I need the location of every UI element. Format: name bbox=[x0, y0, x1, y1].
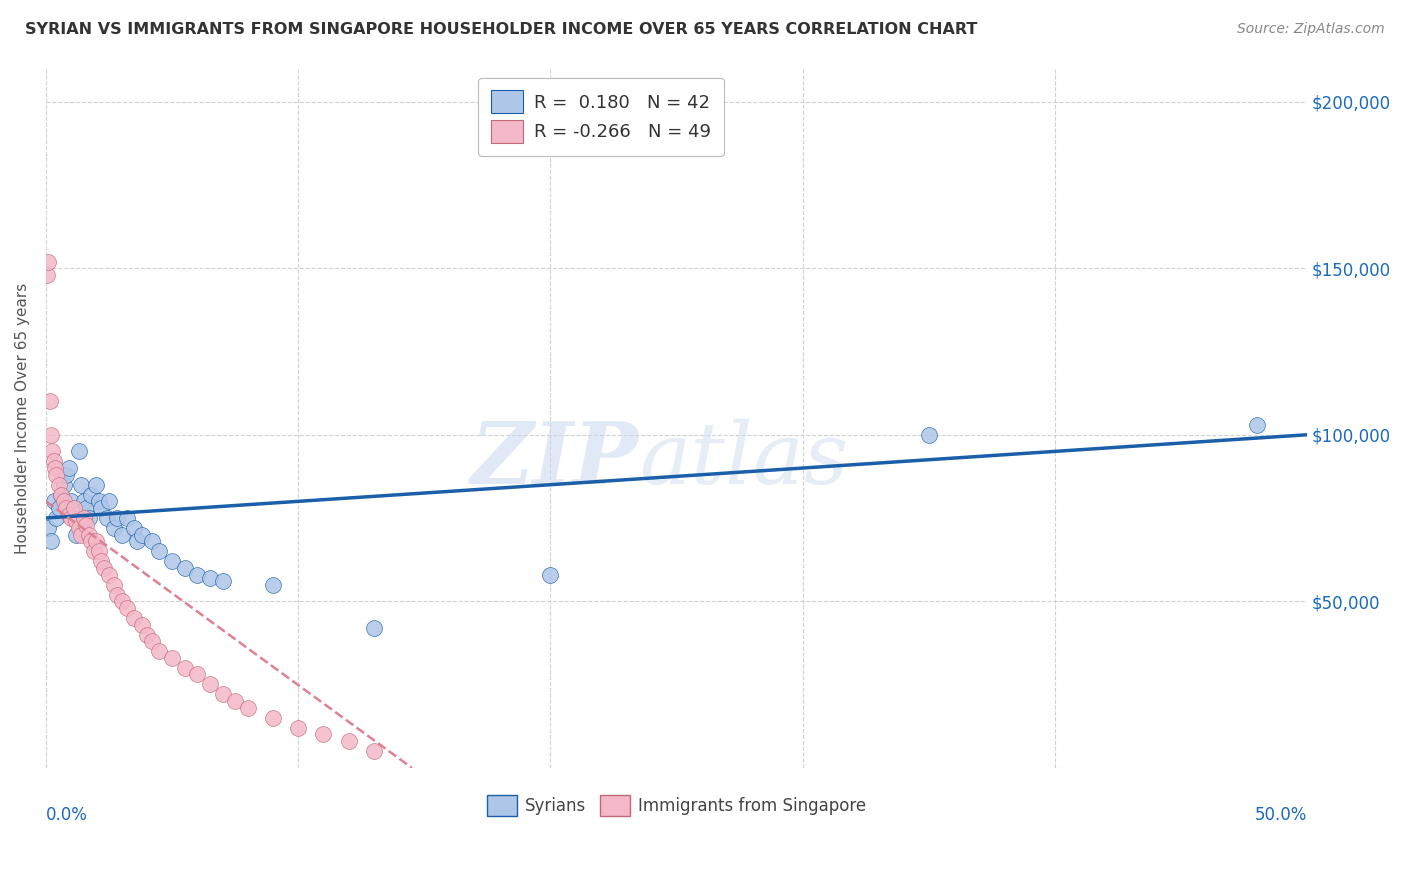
Point bbox=[103, 521, 125, 535]
Point bbox=[115, 600, 138, 615]
Point bbox=[98, 567, 121, 582]
Text: 0.0%: 0.0% bbox=[46, 806, 87, 824]
Point bbox=[173, 661, 195, 675]
Point bbox=[90, 554, 112, 568]
Point bbox=[135, 627, 157, 641]
Point bbox=[173, 561, 195, 575]
Point bbox=[103, 577, 125, 591]
Text: Source: ZipAtlas.com: Source: ZipAtlas.com bbox=[1237, 22, 1385, 37]
Text: ZIP: ZIP bbox=[471, 418, 638, 502]
Point bbox=[37, 521, 59, 535]
Point bbox=[41, 444, 63, 458]
Point bbox=[60, 494, 83, 508]
Point bbox=[48, 477, 70, 491]
Point bbox=[93, 561, 115, 575]
Point bbox=[198, 677, 221, 691]
Point bbox=[1246, 417, 1268, 432]
Point bbox=[337, 734, 360, 748]
Point bbox=[52, 477, 75, 491]
Point bbox=[38, 394, 60, 409]
Point bbox=[58, 461, 80, 475]
Point bbox=[55, 501, 77, 516]
Point bbox=[86, 477, 108, 491]
Point bbox=[67, 444, 90, 458]
Point bbox=[75, 501, 97, 516]
Text: SYRIAN VS IMMIGRANTS FROM SINGAPORE HOUSEHOLDER INCOME OVER 65 YEARS CORRELATION: SYRIAN VS IMMIGRANTS FROM SINGAPORE HOUS… bbox=[25, 22, 977, 37]
Point bbox=[224, 694, 246, 708]
Point bbox=[73, 511, 96, 525]
Y-axis label: Householder Income Over 65 years: Householder Income Over 65 years bbox=[15, 283, 30, 554]
Point bbox=[67, 521, 90, 535]
Point bbox=[111, 527, 134, 541]
Point bbox=[363, 744, 385, 758]
Text: atlas: atlas bbox=[638, 418, 848, 501]
Point bbox=[131, 617, 153, 632]
Point bbox=[262, 577, 284, 591]
Point bbox=[45, 467, 67, 482]
Point bbox=[160, 554, 183, 568]
Point bbox=[52, 494, 75, 508]
Point bbox=[236, 700, 259, 714]
Point bbox=[87, 494, 110, 508]
Point bbox=[125, 534, 148, 549]
Point bbox=[70, 527, 93, 541]
Point bbox=[98, 494, 121, 508]
Point bbox=[160, 650, 183, 665]
Point bbox=[55, 467, 77, 482]
Point bbox=[141, 634, 163, 648]
Point bbox=[73, 494, 96, 508]
Point bbox=[44, 461, 66, 475]
Point bbox=[77, 527, 100, 541]
Point bbox=[58, 508, 80, 522]
Point bbox=[538, 567, 561, 582]
Point bbox=[65, 527, 87, 541]
Point bbox=[198, 571, 221, 585]
Point bbox=[363, 621, 385, 635]
Point bbox=[122, 611, 145, 625]
Point bbox=[918, 427, 941, 442]
Point bbox=[37, 268, 59, 282]
Point bbox=[211, 574, 233, 589]
Point bbox=[80, 534, 103, 549]
Point bbox=[75, 517, 97, 532]
Point bbox=[148, 644, 170, 658]
Point bbox=[39, 427, 62, 442]
Point bbox=[86, 534, 108, 549]
Point bbox=[49, 488, 72, 502]
Point bbox=[148, 544, 170, 558]
Point bbox=[77, 511, 100, 525]
Point bbox=[96, 511, 118, 525]
Point bbox=[105, 511, 128, 525]
Text: 50.0%: 50.0% bbox=[1254, 806, 1308, 824]
Point bbox=[186, 567, 208, 582]
Point bbox=[312, 727, 335, 741]
Point bbox=[37, 254, 59, 268]
Point bbox=[42, 494, 65, 508]
Point bbox=[287, 721, 309, 735]
Point bbox=[111, 594, 134, 608]
Point bbox=[39, 534, 62, 549]
Point bbox=[70, 477, 93, 491]
Point bbox=[141, 534, 163, 549]
Point bbox=[262, 711, 284, 725]
Point bbox=[122, 521, 145, 535]
Point bbox=[90, 501, 112, 516]
Point bbox=[87, 544, 110, 558]
Point bbox=[49, 488, 72, 502]
Point bbox=[60, 511, 83, 525]
Legend: Syrians, Immigrants from Singapore: Syrians, Immigrants from Singapore bbox=[479, 789, 873, 822]
Point bbox=[48, 501, 70, 516]
Point bbox=[115, 511, 138, 525]
Point bbox=[45, 511, 67, 525]
Point bbox=[131, 527, 153, 541]
Point bbox=[186, 667, 208, 681]
Point bbox=[65, 514, 87, 528]
Point bbox=[80, 488, 103, 502]
Point bbox=[105, 588, 128, 602]
Point bbox=[211, 688, 233, 702]
Point bbox=[62, 511, 84, 525]
Point bbox=[83, 544, 105, 558]
Point bbox=[42, 454, 65, 468]
Point bbox=[62, 501, 84, 516]
